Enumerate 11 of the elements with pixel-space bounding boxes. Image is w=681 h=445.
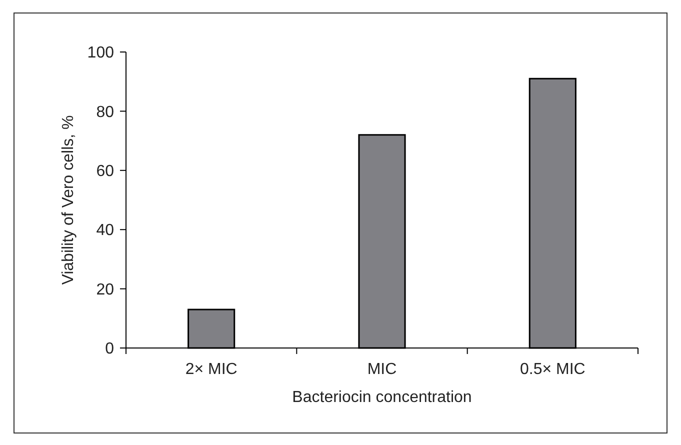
y-tick-label: 60 (96, 163, 114, 180)
y-tick-label: 40 (96, 222, 114, 240)
y-tick-label: 20 (96, 281, 114, 298)
x-tick-label: 2× MIC (185, 361, 238, 378)
y-tick-label: 0 (105, 340, 114, 358)
x-tick-label: 0.5× MIC (520, 361, 586, 378)
y-tick-label: 100 (87, 44, 114, 62)
x-axis-title: Bacteriocin concentration (292, 389, 472, 406)
y-axis-title: Viability of Vero cells, % (60, 115, 77, 285)
x-tick-label: MIC (367, 361, 397, 378)
y-tick-label: 80 (96, 104, 114, 121)
